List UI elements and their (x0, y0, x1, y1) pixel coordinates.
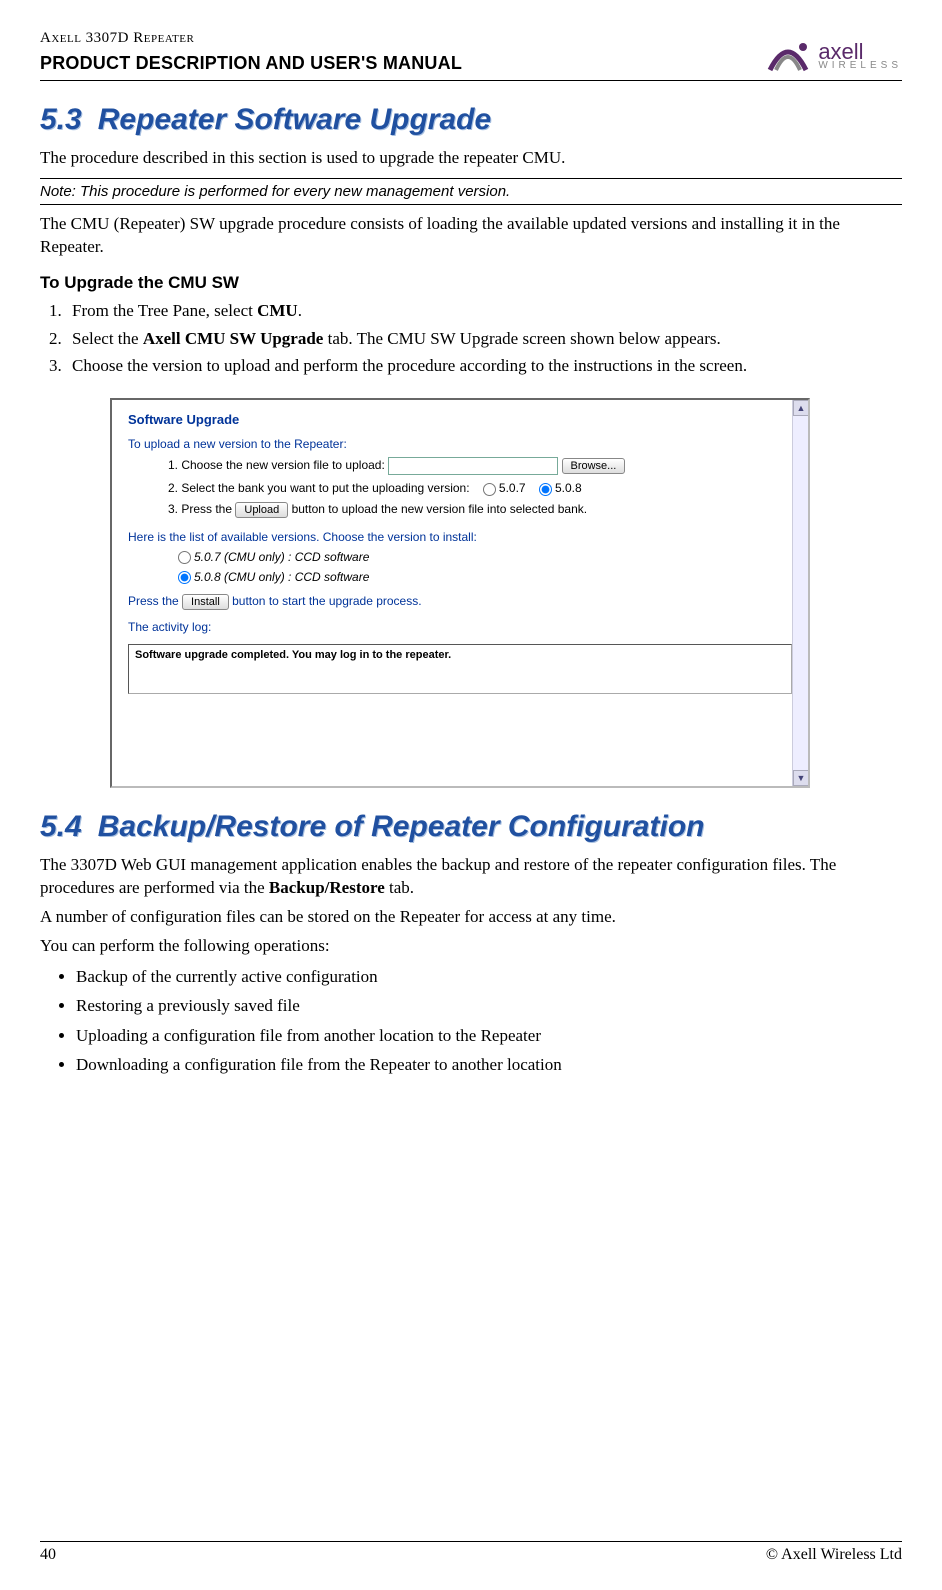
copyright: © Axell Wireless Ltd (766, 1546, 902, 1564)
step-2-pre: Select the (72, 329, 143, 348)
upgrade-subheading: To Upgrade the CMU SW (40, 273, 902, 293)
ss-step2: 2. Select the bank you want to put the u… (168, 481, 792, 495)
file-path-input[interactable] (388, 457, 558, 475)
section-5-3-heading: 5.3 Repeater Software Upgrade (40, 103, 902, 137)
ss-step1-label: 1. Choose the new version file to upload… (168, 458, 385, 472)
activity-label: The activity log: (128, 620, 792, 634)
section-5-4-para2: A number of configuration files can be s… (40, 906, 902, 929)
section-5-4-title: Backup/Restore of Repeater Configuration (98, 810, 705, 843)
step-3: Choose the version to upload and perform… (66, 354, 902, 378)
step-2-post: tab. The CMU SW Upgrade screen shown bel… (323, 329, 720, 348)
version-radio-a[interactable] (178, 551, 191, 564)
section-5-4-para1: The 3307D Web GUI management application… (40, 854, 902, 900)
bullet-4: Downloading a configuration file from th… (76, 1052, 902, 1078)
section-5-4-heading: 5.4 Backup/Restore of Repeater Configurat… (40, 810, 902, 844)
install-button[interactable]: Install (182, 594, 229, 610)
step-1: From the Tree Pane, select CMU. (66, 299, 902, 323)
bank-radio-a[interactable] (483, 483, 496, 496)
scroll-down-icon[interactable]: ▼ (793, 770, 809, 786)
step-1-post: . (298, 301, 302, 320)
page-number: 40 (40, 1546, 56, 1564)
section-5-4-para3: You can perform the following operations… (40, 935, 902, 958)
step-2: Select the Axell CMU SW Upgrade tab. The… (66, 327, 902, 351)
ss-step3-pre: 3. Press the (168, 502, 235, 516)
version-a-row: 5.0.7 (CMU only) : CCD software (168, 550, 792, 564)
para1-a: The 3307D Web GUI management application… (40, 855, 836, 897)
panel-title: Software Upgrade (128, 412, 792, 427)
version-radio-b[interactable] (178, 571, 191, 584)
brand-logo: axell WIRELESS (764, 30, 902, 76)
bullet-3: Uploading a configuration file from anot… (76, 1023, 902, 1049)
install-post: button to start the upgrade process. (229, 594, 422, 608)
bullet-1: Backup of the currently active configura… (76, 964, 902, 990)
step-1-pre: From the Tree Pane, select (72, 301, 257, 320)
ss-step3: 3. Press the Upload button to upload the… (168, 502, 792, 518)
install-line: Press the Install button to start the up… (128, 594, 792, 610)
header-left: Axell 3307D Repeater PRODUCT DESCRIPTION… (40, 30, 462, 74)
browse-button[interactable]: Browse... (562, 458, 626, 474)
para1-b: tab. (385, 878, 414, 897)
upload-intro: To upload a new version to the Repeater: (128, 437, 792, 451)
section-title: Repeater Software Upgrade (98, 103, 491, 136)
bank-b-label: 5.0.8 (555, 481, 582, 495)
doc-subtitle: PRODUCT DESCRIPTION AND USER'S MANUAL (40, 53, 462, 74)
bank-radio-b[interactable] (539, 483, 552, 496)
page-header: Axell 3307D Repeater PRODUCT DESCRIPTION… (40, 30, 902, 81)
note-box: Note: This procedure is performed for ev… (40, 178, 902, 205)
activity-log: Software upgrade completed. You may log … (128, 644, 792, 694)
section-5-3-intro: The procedure described in this section … (40, 147, 902, 170)
para1-bold: Backup/Restore (269, 878, 385, 897)
section-number: 5.3 (40, 103, 82, 136)
software-upgrade-screenshot: Software Upgrade To upload a new version… (110, 398, 810, 788)
ss-step3-post: button to upload the new version file in… (288, 502, 587, 516)
version-b-row: 5.0.8 (CMU only) : CCD software (168, 570, 792, 584)
section-5-4-number: 5.4 (40, 810, 82, 843)
scrollbar[interactable]: ▲ ▼ (792, 400, 808, 786)
doc-title: Axell 3307D Repeater (40, 30, 462, 47)
bank-a-label: 5.0.7 (499, 481, 526, 495)
logo-tagline: WIRELESS (818, 61, 902, 70)
upgrade-steps-list: From the Tree Pane, select CMU. Select t… (40, 299, 902, 378)
scroll-up-icon[interactable]: ▲ (793, 400, 809, 416)
upload-button[interactable]: Upload (235, 502, 288, 518)
version-b-label: 5.0.8 (CMU only) : CCD software (194, 570, 369, 584)
logo-icon (764, 36, 812, 76)
page-footer: 40 © Axell Wireless Ltd (40, 1541, 902, 1564)
logo-text: axell WIRELESS (818, 42, 902, 71)
step-3-pre: Choose the version to upload and perform… (72, 356, 747, 375)
operations-list: Backup of the currently active configura… (40, 964, 902, 1078)
ss-step1: 1. Choose the new version file to upload… (168, 457, 792, 475)
version-a-label: 5.0.7 (CMU only) : CCD software (194, 550, 369, 564)
step-2-bold: Axell CMU SW Upgrade (143, 329, 324, 348)
bullet-2: Restoring a previously saved file (76, 993, 902, 1019)
section-5-3-para2: The CMU (Repeater) SW upgrade procedure … (40, 213, 902, 259)
step-1-bold: CMU (257, 301, 298, 320)
install-pre: Press the (128, 594, 182, 608)
ss-step2-label: 2. Select the bank you want to put the u… (168, 481, 470, 495)
list-intro: Here is the list of available versions. … (128, 530, 792, 544)
